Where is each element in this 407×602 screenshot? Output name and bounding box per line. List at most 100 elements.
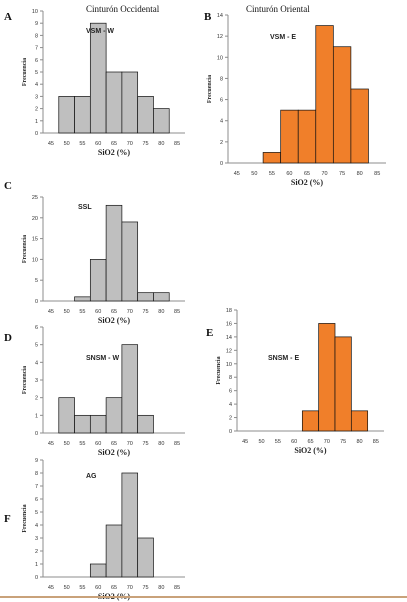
x-tick-label-f: 65 <box>111 585 117 591</box>
y-tick-label-b: 2 <box>220 140 223 146</box>
x-axis-title-a: SiO2 (%) <box>98 148 131 157</box>
panel-letter-e: E <box>206 327 213 339</box>
x-tick-label-a: 70 <box>127 141 133 147</box>
x-tick-label-b: 75 <box>339 171 345 177</box>
x-tick-label-c: 85 <box>174 309 180 315</box>
x-tick-label-e: 80 <box>356 439 362 445</box>
y-tick-label-f: 1 <box>35 562 38 568</box>
bar-f <box>121 472 139 578</box>
x-tick-label-f: 55 <box>79 585 85 591</box>
x-axis-title-c: SiO2 (%) <box>98 316 131 325</box>
y-tick-label-a: 10 <box>32 9 38 15</box>
x-tick-label-d: 60 <box>95 441 101 447</box>
bar-e <box>334 336 352 432</box>
bottom-border <box>0 596 407 598</box>
x-tick-label-d: 55 <box>79 441 85 447</box>
y-axis-title-c: Frecuencia <box>22 235 28 263</box>
bar-c <box>89 259 107 302</box>
bar-c <box>137 292 154 302</box>
x-tick-label-a: 85 <box>174 141 180 147</box>
y-tick-label-a: 4 <box>35 82 38 88</box>
panel-letter-d: D <box>4 332 12 344</box>
bar-d <box>137 414 154 434</box>
y-axis-title-f: Frecuencia <box>22 504 28 532</box>
x-tick-label-c: 75 <box>142 309 148 315</box>
y-tick-label-a: 9 <box>35 21 38 27</box>
x-tick-label-b: 50 <box>251 171 257 177</box>
x-tick-label-d: 70 <box>127 441 133 447</box>
bar-f <box>89 563 107 578</box>
y-tick-label-a: 6 <box>35 58 38 64</box>
x-tick-label-c: 50 <box>64 309 70 315</box>
y-tick-label-c: 5 <box>35 278 38 284</box>
y-tick-label-b: 6 <box>220 98 223 104</box>
x-tick-label-c: 55 <box>79 309 85 315</box>
x-tick-label-f: 75 <box>142 585 148 591</box>
bar-a <box>153 108 170 134</box>
y-tick-label-a: 5 <box>35 70 38 76</box>
y-tick-label-f: 6 <box>35 497 38 503</box>
x-tick-label-a: 60 <box>95 141 101 147</box>
y-tick-label-a: 0 <box>35 131 38 137</box>
x-tick-label-e: 75 <box>340 439 346 445</box>
y-tick-label-e: 16 <box>226 321 232 327</box>
y-tick-label-c: 0 <box>35 299 38 305</box>
bar-f <box>137 537 154 578</box>
y-tick-label-c: 20 <box>32 216 38 222</box>
y-tick-label-f: 3 <box>35 536 38 542</box>
bar-b <box>262 152 282 164</box>
y-axis-title-d: Frecuencia <box>22 366 28 394</box>
bar-c <box>105 204 123 302</box>
y-axis-title-a: Frecuencia <box>22 58 28 86</box>
x-tick-label-b: 60 <box>286 171 292 177</box>
bar-b <box>315 25 334 164</box>
y-tick-label-e: 12 <box>226 348 232 354</box>
y-tick-label-d: 1 <box>35 413 38 419</box>
y-tick-label-e: 8 <box>229 375 232 381</box>
y-tick-label-b: 4 <box>220 119 223 125</box>
header-cinturon-oriental: Cinturón Oriental <box>246 4 310 14</box>
x-tick-label-a: 80 <box>158 141 164 147</box>
x-tick-label-d: 65 <box>111 441 117 447</box>
y-tick-label-f: 2 <box>35 549 38 555</box>
y-tick-label-b: 0 <box>220 161 223 167</box>
y-tick-label-a: 3 <box>35 94 38 100</box>
x-tick-label-e: 45 <box>242 439 248 445</box>
y-tick-label-d: 2 <box>35 396 38 402</box>
y-tick-label-a: 8 <box>35 33 38 39</box>
x-tick-label-c: 45 <box>48 309 54 315</box>
y-tick-label-d: 3 <box>35 378 38 384</box>
x-tick-label-e: 55 <box>275 439 281 445</box>
y-tick-label-f: 5 <box>35 510 38 516</box>
x-tick-label-c: 80 <box>158 309 164 315</box>
panel-letter-a: A <box>4 11 12 23</box>
x-axis-title-e: SiO2 (%) <box>294 446 327 455</box>
x-tick-label-e: 60 <box>291 439 297 445</box>
bar-a <box>121 71 139 134</box>
y-tick-label-e: 18 <box>226 308 232 314</box>
bar-d <box>74 414 91 434</box>
y-tick-label-e: 0 <box>229 429 232 435</box>
x-tick-label-b: 45 <box>234 171 240 177</box>
bar-c <box>74 296 91 302</box>
bar-b <box>297 109 317 164</box>
bar-e <box>350 410 369 432</box>
x-tick-label-f: 70 <box>127 585 133 591</box>
x-tick-label-c: 60 <box>95 309 101 315</box>
bar-d <box>105 397 123 434</box>
bar-d <box>89 414 107 434</box>
y-tick-label-d: 4 <box>35 360 38 366</box>
y-tick-label-f: 4 <box>35 523 38 529</box>
x-tick-label-a: 55 <box>79 141 85 147</box>
y-tick-label-f: 0 <box>35 575 38 581</box>
y-tick-label-f: 8 <box>35 471 38 477</box>
bar-b <box>350 88 369 164</box>
panel-label-d: SNSM - W <box>86 355 119 362</box>
y-tick-label-b: 8 <box>220 76 223 82</box>
y-tick-label-e: 6 <box>229 389 232 395</box>
panel-label-f: AG <box>86 473 97 480</box>
x-tick-label-a: 65 <box>111 141 117 147</box>
bar-d <box>58 397 75 434</box>
